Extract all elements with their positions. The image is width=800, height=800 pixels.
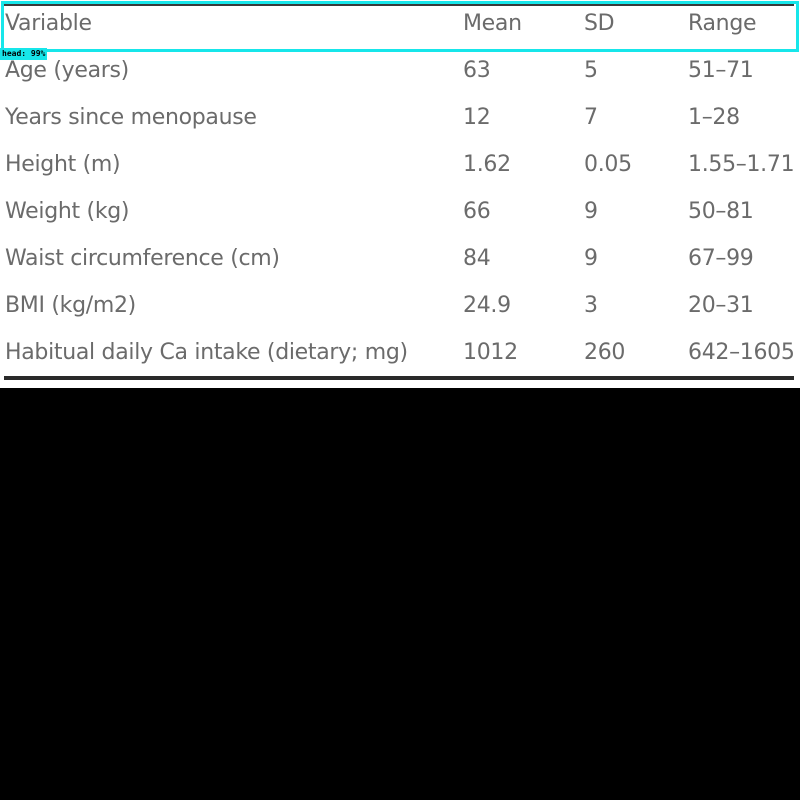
cell-variable: Years since menopause [5,104,257,132]
table-row: Age (years) 63 5 51–71 [0,47,800,94]
cell-variable: Age (years) [5,57,129,85]
cell-mean: 12 [463,104,490,132]
cell-sd: 260 [584,339,625,367]
table-row: Habitual daily Ca intake (dietary; mg) 1… [0,329,800,376]
cell-range: 1.55–1.71 [688,151,794,179]
cell-sd: 3 [584,292,598,320]
cell-mean: 63 [463,57,490,85]
table-row: Weight (kg) 66 9 50–81 [0,188,800,235]
cell-mean: 1.62 [463,151,511,179]
cell-sd: 9 [584,245,598,273]
detection-box-head [1,1,799,52]
cell-sd: 7 [584,104,598,132]
detection-label: head: 99% [0,48,47,60]
cell-sd: 5 [584,57,598,85]
cell-variable: Height (m) [5,151,120,179]
table-row: Height (m) 1.62 0.05 1.55–1.71 [0,141,800,188]
cell-range: 20–31 [688,292,754,320]
cell-variable: Weight (kg) [5,198,129,226]
table-row: Years since menopause 12 7 1–28 [0,94,800,141]
cell-sd: 0.05 [584,151,632,179]
cell-sd: 9 [584,198,598,226]
cell-variable: BMI (kg/m2) [5,292,136,320]
cell-variable: Habitual daily Ca intake (dietary; mg) [5,339,408,367]
cell-range: 67–99 [688,245,754,273]
table-image-area: Variable Mean SD Range Age (years) 63 5 … [0,0,800,388]
cell-mean: 84 [463,245,490,273]
cell-range: 642–1605 [688,339,795,367]
cell-variable: Waist circumference (cm) [5,245,280,273]
cell-range: 51–71 [688,57,754,85]
cell-range: 1–28 [688,104,740,132]
table-bottom-rule [4,376,794,380]
cell-mean: 24.9 [463,292,511,320]
cell-mean: 1012 [463,339,518,367]
table-row: Waist circumference (cm) 84 9 67–99 [0,235,800,282]
table-row: BMI (kg/m2) 24.9 3 20–31 [0,282,800,329]
cell-mean: 66 [463,198,490,226]
cell-range: 50–81 [688,198,754,226]
